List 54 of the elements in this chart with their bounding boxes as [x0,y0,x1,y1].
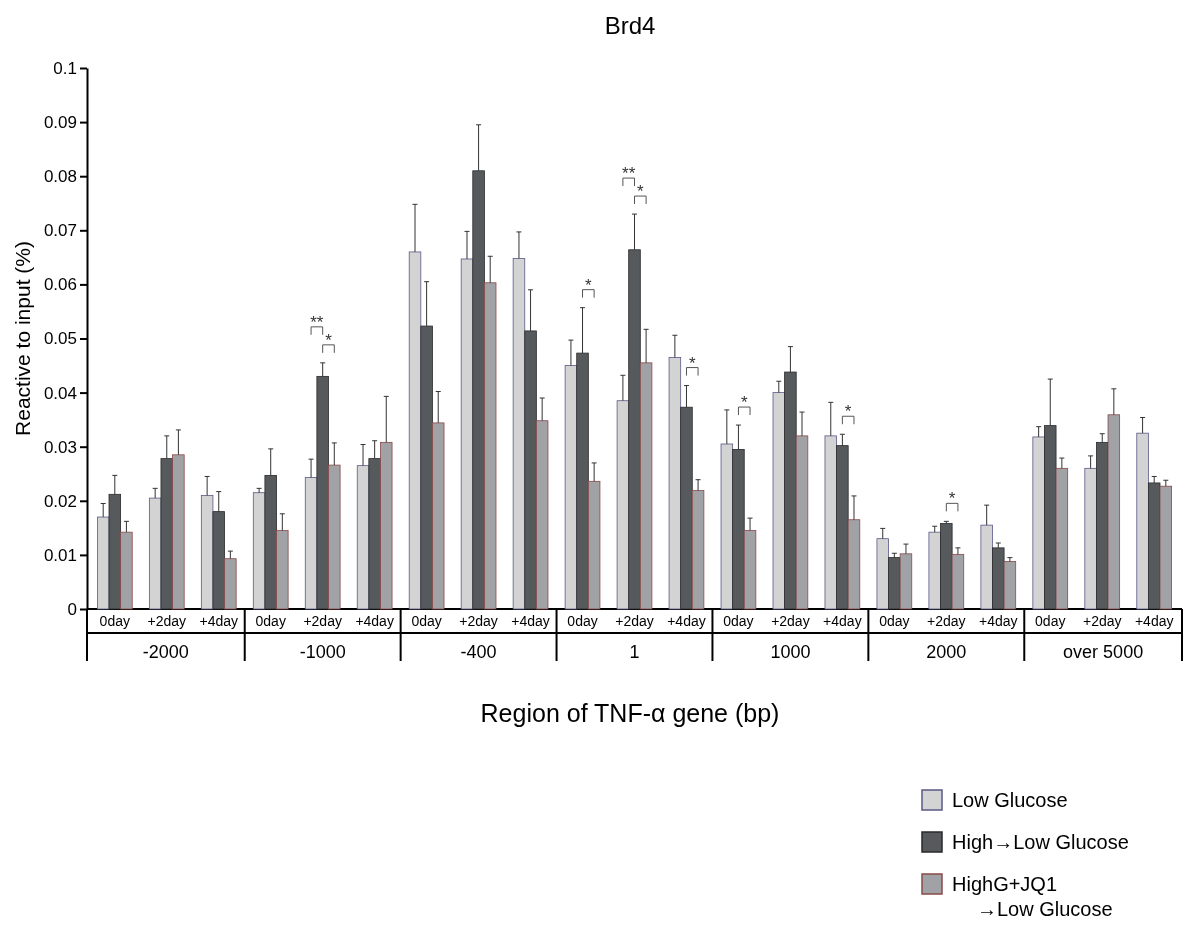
text: 2000 [926,642,967,662]
y-tick-label: 0.04 [43,383,77,403]
y-tick-label: 0.01 [43,545,77,565]
x-tick-label: +4day [1134,613,1174,629]
x-tick-label: +2day [1082,613,1122,629]
y-tick-label: 0.03 [43,437,77,457]
annotation: * [948,489,956,509]
text: -1000 [299,642,346,662]
x-tick-label: +2day [147,613,187,629]
x-tick-label: +4day [823,613,862,629]
y-tick-label: 0.08 [43,167,77,187]
x-tick-label: 0day [879,613,910,629]
x-tick-label: +2day [927,613,966,629]
x-tick-label: +4day [355,613,394,629]
x-tick-label: +4day [667,613,706,629]
annotation: * [585,275,593,295]
annotation: * [688,353,696,373]
x-tick-label: +2day [303,613,342,629]
x-tick-label: +2day [615,613,654,629]
y-tick-label: 0 [67,599,77,619]
y-tick-label: 0.02 [43,491,77,511]
x-tick-label: 0day [1035,613,1066,629]
text: 1000 [770,642,811,662]
x-tick-label: 0day [411,613,442,629]
annotation: * [740,393,748,413]
x-tick-label: +2day [771,613,810,629]
legend-label: HighG+JQ1 →Low Glucose [952,873,1113,920]
x-tick-label: 0day [99,613,130,629]
x-tick-label: 0day [255,613,286,629]
x-tick-label: +4day [199,613,239,629]
y-tick-label: 0.1 [53,58,77,78]
y-axis-title: Reactive to input (%) [11,241,34,436]
x-tick-label: +4day [511,613,550,629]
y-tick-label: 0.06 [43,275,77,295]
annotation: * [325,330,333,350]
annotation: ** [310,312,324,332]
text: over 5000 [1063,642,1144,662]
chart-title: Brd4 [604,12,656,39]
y-tick-label: 0.09 [43,113,77,133]
annotation: ** [622,164,636,184]
text: -2000 [142,642,189,662]
annotation: * [844,402,852,422]
y-tick-label: 0.07 [43,221,77,241]
legend-label: Low Glucose [952,789,1068,811]
x-tick-label: +4day [979,613,1018,629]
text: 1 [629,642,640,662]
legend-label: High→Low Glucose [952,831,1129,853]
text: -400 [460,642,497,662]
x-tick-label: 0day [723,613,754,629]
x-tick-label: +2day [459,613,498,629]
annotation: * [636,182,644,202]
y-tick-label: 0.05 [43,329,77,349]
x-axis-title: Region of TNF-α gene (bp) [480,699,780,727]
x-tick-label: 0day [567,613,598,629]
